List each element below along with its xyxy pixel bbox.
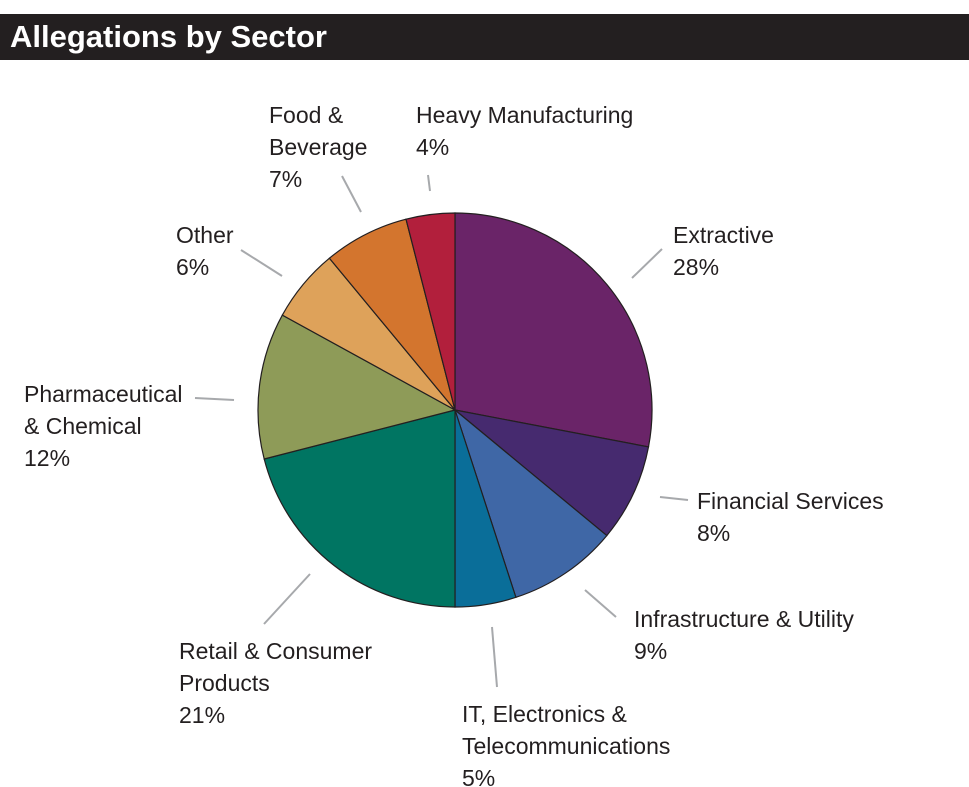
slice-label: IT, Electronics & Telecommunications 5% (462, 701, 670, 787)
slice-label: Infrastructure & Utility 9% (634, 606, 854, 664)
slice-label-line: Food & (269, 102, 343, 128)
slice-label: Other 6% (176, 222, 234, 280)
leader-line (341, 175, 362, 213)
slice-pharmaceutical-chemical (257, 314, 457, 460)
slice-extractive (454, 212, 653, 448)
slice-label-line: 9% (634, 638, 667, 664)
leader-line (584, 589, 617, 618)
slice-label-line: IT, Electronics & (462, 701, 627, 727)
leader-line (240, 249, 283, 277)
slice-label: Food & Beverage 7% (269, 102, 367, 192)
slice-label-line: 5% (462, 765, 495, 787)
slice-label: Heavy Manufacturing 4% (416, 102, 633, 160)
slice-label-line: 12% (24, 445, 70, 471)
slice-label-line: & Chemical (24, 413, 142, 439)
slice-label-line: 8% (697, 520, 730, 546)
slice-infrastructure-utility (453, 408, 608, 599)
slice-label-line: 6% (176, 254, 209, 280)
slice-label-line: 28% (673, 254, 719, 280)
slice-label: Retail & Consumer Products 21% (179, 638, 372, 728)
leader-line (427, 174, 431, 192)
slice-label-line: Pharmaceutical (24, 381, 183, 407)
leader-line (194, 397, 235, 401)
slice-label-line: Heavy Manufacturing (416, 102, 633, 128)
slice-label-line: Retail & Consumer (179, 638, 372, 664)
title-bar: Allegations by Sector (0, 14, 969, 60)
slice-financial-services (454, 409, 650, 537)
slice-label-line: 21% (179, 702, 225, 728)
leader-line (631, 248, 663, 279)
slice-label-line: Financial Services (697, 488, 884, 514)
slice-retail-consumer-products (263, 409, 456, 608)
slice-label-line: Telecommunications (462, 733, 670, 759)
slice-label-line: 7% (269, 166, 302, 192)
leader-lines (194, 174, 689, 688)
slice-labels: Extractive 28% Financial Services 8% Infrast… (24, 102, 884, 787)
slice-label-line: Infrastructure & Utility (634, 606, 854, 632)
slice-label: Pharmaceutical & Chemical 12% (24, 381, 183, 471)
pie-slices (257, 212, 653, 608)
slice-label-line: 4% (416, 134, 449, 160)
slice-label-line: Products (179, 670, 270, 696)
leader-line (263, 573, 311, 625)
leader-line (491, 626, 498, 688)
leader-line (659, 496, 689, 501)
slice-heavy-manufacturing (405, 212, 456, 411)
slice-label-line: Extractive (673, 222, 774, 248)
chart-title: Allegations by Sector (10, 19, 327, 54)
slice-label-line: Beverage (269, 134, 367, 160)
slice-label: Financial Services 8% (697, 488, 884, 546)
slice-label: Extractive 28% (673, 222, 774, 280)
slice-label-line: Other (176, 222, 234, 248)
